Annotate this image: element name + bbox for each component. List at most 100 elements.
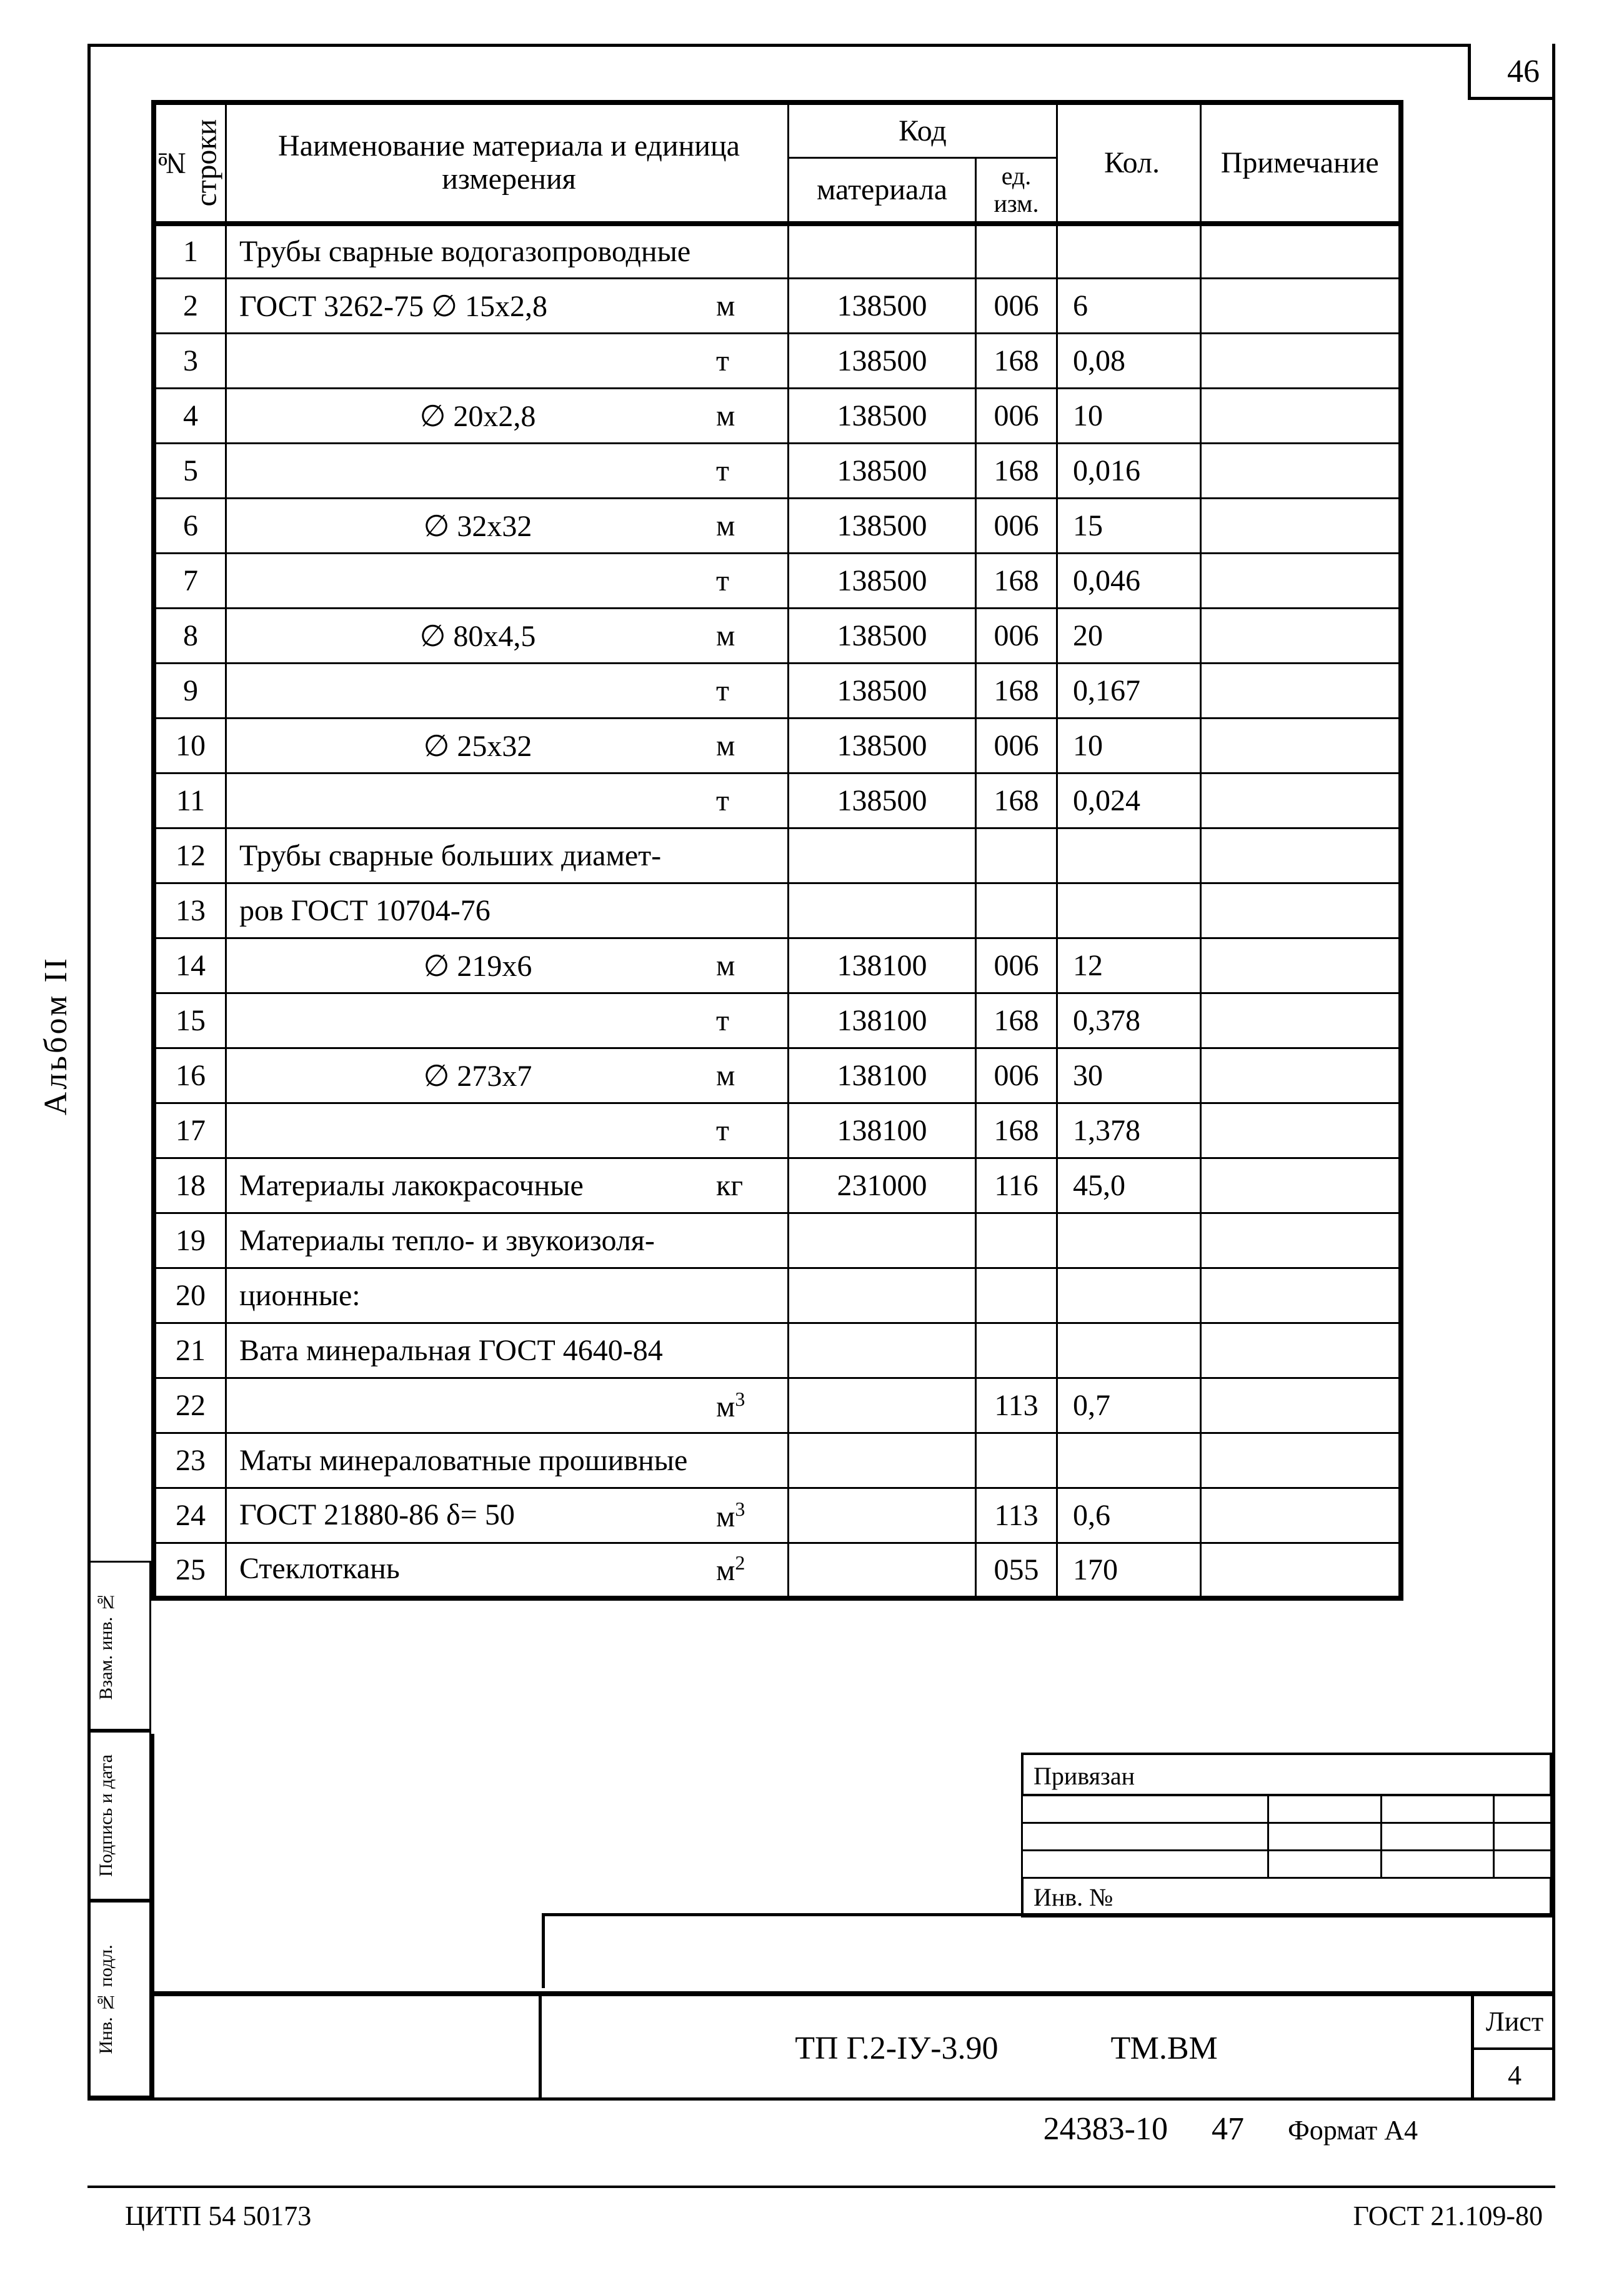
note xyxy=(1201,389,1401,444)
attached-row-2 xyxy=(1021,1824,1552,1851)
side-box-inv-orig-label: Инв. № подл. xyxy=(96,1944,117,2054)
page-number: 46 xyxy=(1468,44,1555,100)
material-name-cell: Стеклотканьм2 xyxy=(226,1543,789,1598)
material-name-cell: Материалы лакокрасочныекг xyxy=(226,1158,789,1213)
material-unit xyxy=(716,1443,779,1478)
row-number: 20 xyxy=(154,1268,226,1323)
material-name xyxy=(239,674,716,708)
material-unit: м xyxy=(716,289,779,324)
material-code xyxy=(789,883,976,938)
unit-code: 168 xyxy=(976,773,1057,828)
quantity xyxy=(1057,883,1201,938)
material-name: ционные: xyxy=(239,1278,716,1313)
unit-code: 006 xyxy=(976,719,1057,773)
quantity xyxy=(1057,1213,1201,1268)
material-unit: м3 xyxy=(716,1388,779,1424)
material-name: ∅ 80х4,5 xyxy=(239,619,716,654)
title-block-upper xyxy=(542,1913,1555,1988)
table-row: 5т1385001680,016 xyxy=(154,444,1401,499)
table-row: 15т1381001680,378 xyxy=(154,993,1401,1048)
note xyxy=(1201,664,1401,719)
material-name-cell: Маты минераловатные прошивные xyxy=(226,1433,789,1488)
material-name-cell: ГОСТ 3262-75 ∅ 15х2,8м xyxy=(226,279,789,334)
material-name-cell: Трубы сварные больших диамет- xyxy=(226,828,789,883)
unit-code: 055 xyxy=(976,1543,1057,1598)
material-name xyxy=(239,1113,716,1148)
material-code xyxy=(789,1268,976,1323)
material-unit: т xyxy=(716,783,779,818)
header-note: Примечание xyxy=(1201,102,1401,224)
table-row: 23Маты минераловатные прошивные xyxy=(154,1433,1401,1488)
quantity: 0,016 xyxy=(1057,444,1201,499)
material-name xyxy=(239,454,716,488)
material-name-cell: ционные: xyxy=(226,1268,789,1323)
unit-code xyxy=(976,1433,1057,1488)
quantity xyxy=(1057,224,1201,279)
note xyxy=(1201,883,1401,938)
material-code: 138500 xyxy=(789,444,976,499)
material-code: 138500 xyxy=(789,554,976,609)
doc-code: ТП Г.2-IУ-3.90 xyxy=(795,2030,998,2067)
quantity: 10 xyxy=(1057,719,1201,773)
unit-code: 168 xyxy=(976,1103,1057,1158)
unit-code: 006 xyxy=(976,609,1057,664)
material-name-cell: т xyxy=(226,773,789,828)
material-code: 138500 xyxy=(789,334,976,389)
unit-code: 006 xyxy=(976,1048,1057,1103)
side-box-sign-date: Подпись и дата xyxy=(91,1731,151,1901)
note xyxy=(1201,1103,1401,1158)
table-row: 20 ционные: xyxy=(154,1268,1401,1323)
row-number: 12 xyxy=(154,828,226,883)
note xyxy=(1201,1378,1401,1433)
table-row: 3т1385001680,08 xyxy=(154,334,1401,389)
row-number: 4 xyxy=(154,389,226,444)
row-number: 5 xyxy=(154,444,226,499)
row-number: 15 xyxy=(154,993,226,1048)
note xyxy=(1201,1433,1401,1488)
material-name: Вата минеральная ГОСТ 4640-84 xyxy=(239,1333,716,1368)
quantity: 0,046 xyxy=(1057,554,1201,609)
material-code: 138100 xyxy=(789,993,976,1048)
note xyxy=(1201,279,1401,334)
quantity xyxy=(1057,1433,1201,1488)
material-name-cell: Материалы тепло- и звукоизоля- xyxy=(226,1213,789,1268)
material-name: ГОСТ 3262-75 ∅ 15х2,8 xyxy=(239,289,716,324)
row-number: 9 xyxy=(154,664,226,719)
material-unit xyxy=(716,1223,779,1258)
sheet-box: Лист 4 xyxy=(1471,1996,1555,2101)
material-name-cell: т xyxy=(226,993,789,1048)
quantity xyxy=(1057,1268,1201,1323)
material-unit: м xyxy=(716,399,779,434)
note xyxy=(1201,1158,1401,1213)
quantity: 0,378 xyxy=(1057,993,1201,1048)
row-number: 14 xyxy=(154,938,226,993)
material-name: Трубы сварные водогазопроводные xyxy=(239,234,716,269)
material-code xyxy=(789,1213,976,1268)
table-row: 10∅ 25х32м13850000610 xyxy=(154,719,1401,773)
material-code xyxy=(789,1543,976,1598)
table-row: 25Стеклотканьм2055170 xyxy=(154,1543,1401,1598)
material-name-cell: м3 xyxy=(226,1378,789,1433)
row-number: 19 xyxy=(154,1213,226,1268)
sheet-number: 4 xyxy=(1474,2050,1555,2101)
top-border xyxy=(87,44,1468,47)
material-code xyxy=(789,1378,976,1433)
material-name: Стеклоткань xyxy=(239,1551,716,1588)
unit-code: 116 xyxy=(976,1158,1057,1213)
note xyxy=(1201,1213,1401,1268)
note xyxy=(1201,938,1401,993)
material-name-cell: т xyxy=(226,444,789,499)
bottom-frame-rule xyxy=(87,2097,1555,2101)
quantity: 1,378 xyxy=(1057,1103,1201,1158)
material-unit xyxy=(716,1333,779,1368)
header-unit-code: ед. изм. xyxy=(976,157,1057,224)
title-center: ТП Г.2-IУ-3.90 ТМ.ВМ xyxy=(542,1996,1471,2101)
row-number: 21 xyxy=(154,1323,226,1378)
row-number: 2 xyxy=(154,279,226,334)
material-unit: т xyxy=(716,1113,779,1148)
note xyxy=(1201,444,1401,499)
material-name: ров ГОСТ 10704-76 xyxy=(239,893,716,928)
note xyxy=(1201,554,1401,609)
row-number: 10 xyxy=(154,719,226,773)
unit-code xyxy=(976,828,1057,883)
